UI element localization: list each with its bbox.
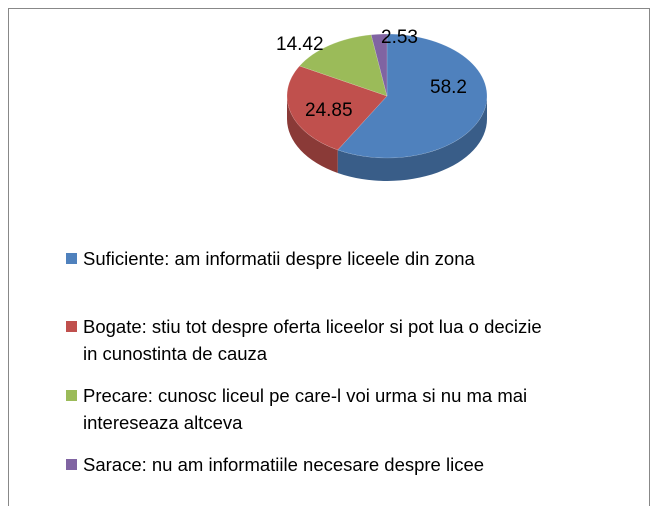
legend-label: Sarace: nu am informatiile necesare desp… xyxy=(83,454,485,475)
data-label: 24.85 xyxy=(305,100,353,121)
legend-swatch xyxy=(66,321,77,332)
chart-frame xyxy=(8,8,650,506)
slice xyxy=(337,33,488,159)
legend-label: Precare: cunosc liceul pe care-l voi urm… xyxy=(83,385,528,433)
legend-label: Suficiente: am informatii despre liceele… xyxy=(83,248,475,269)
legend-entry: Sarace: nu am informatiile necesare desp… xyxy=(66,451,626,478)
slice xyxy=(286,65,388,151)
legend-entry: Precare: cunosc liceul pe care-l voi urm… xyxy=(66,382,626,436)
data-label: 2.53 xyxy=(381,27,418,48)
legend-swatch xyxy=(66,390,77,401)
slice xyxy=(370,33,388,97)
legend-label: Bogate: stiu tot despre oferta liceelor … xyxy=(83,316,542,364)
slice xyxy=(299,34,388,97)
slice-side xyxy=(337,96,487,181)
data-label: 58.2 xyxy=(430,77,467,98)
slice-side xyxy=(287,96,338,173)
legend-swatch xyxy=(66,253,77,264)
legend-swatch xyxy=(66,459,77,470)
legend-entry: Suficiente: am informatii despre liceele… xyxy=(66,245,626,272)
data-label: 14.42 xyxy=(276,34,324,55)
legend-entry: Bogate: stiu tot despre oferta liceelor … xyxy=(66,313,626,367)
